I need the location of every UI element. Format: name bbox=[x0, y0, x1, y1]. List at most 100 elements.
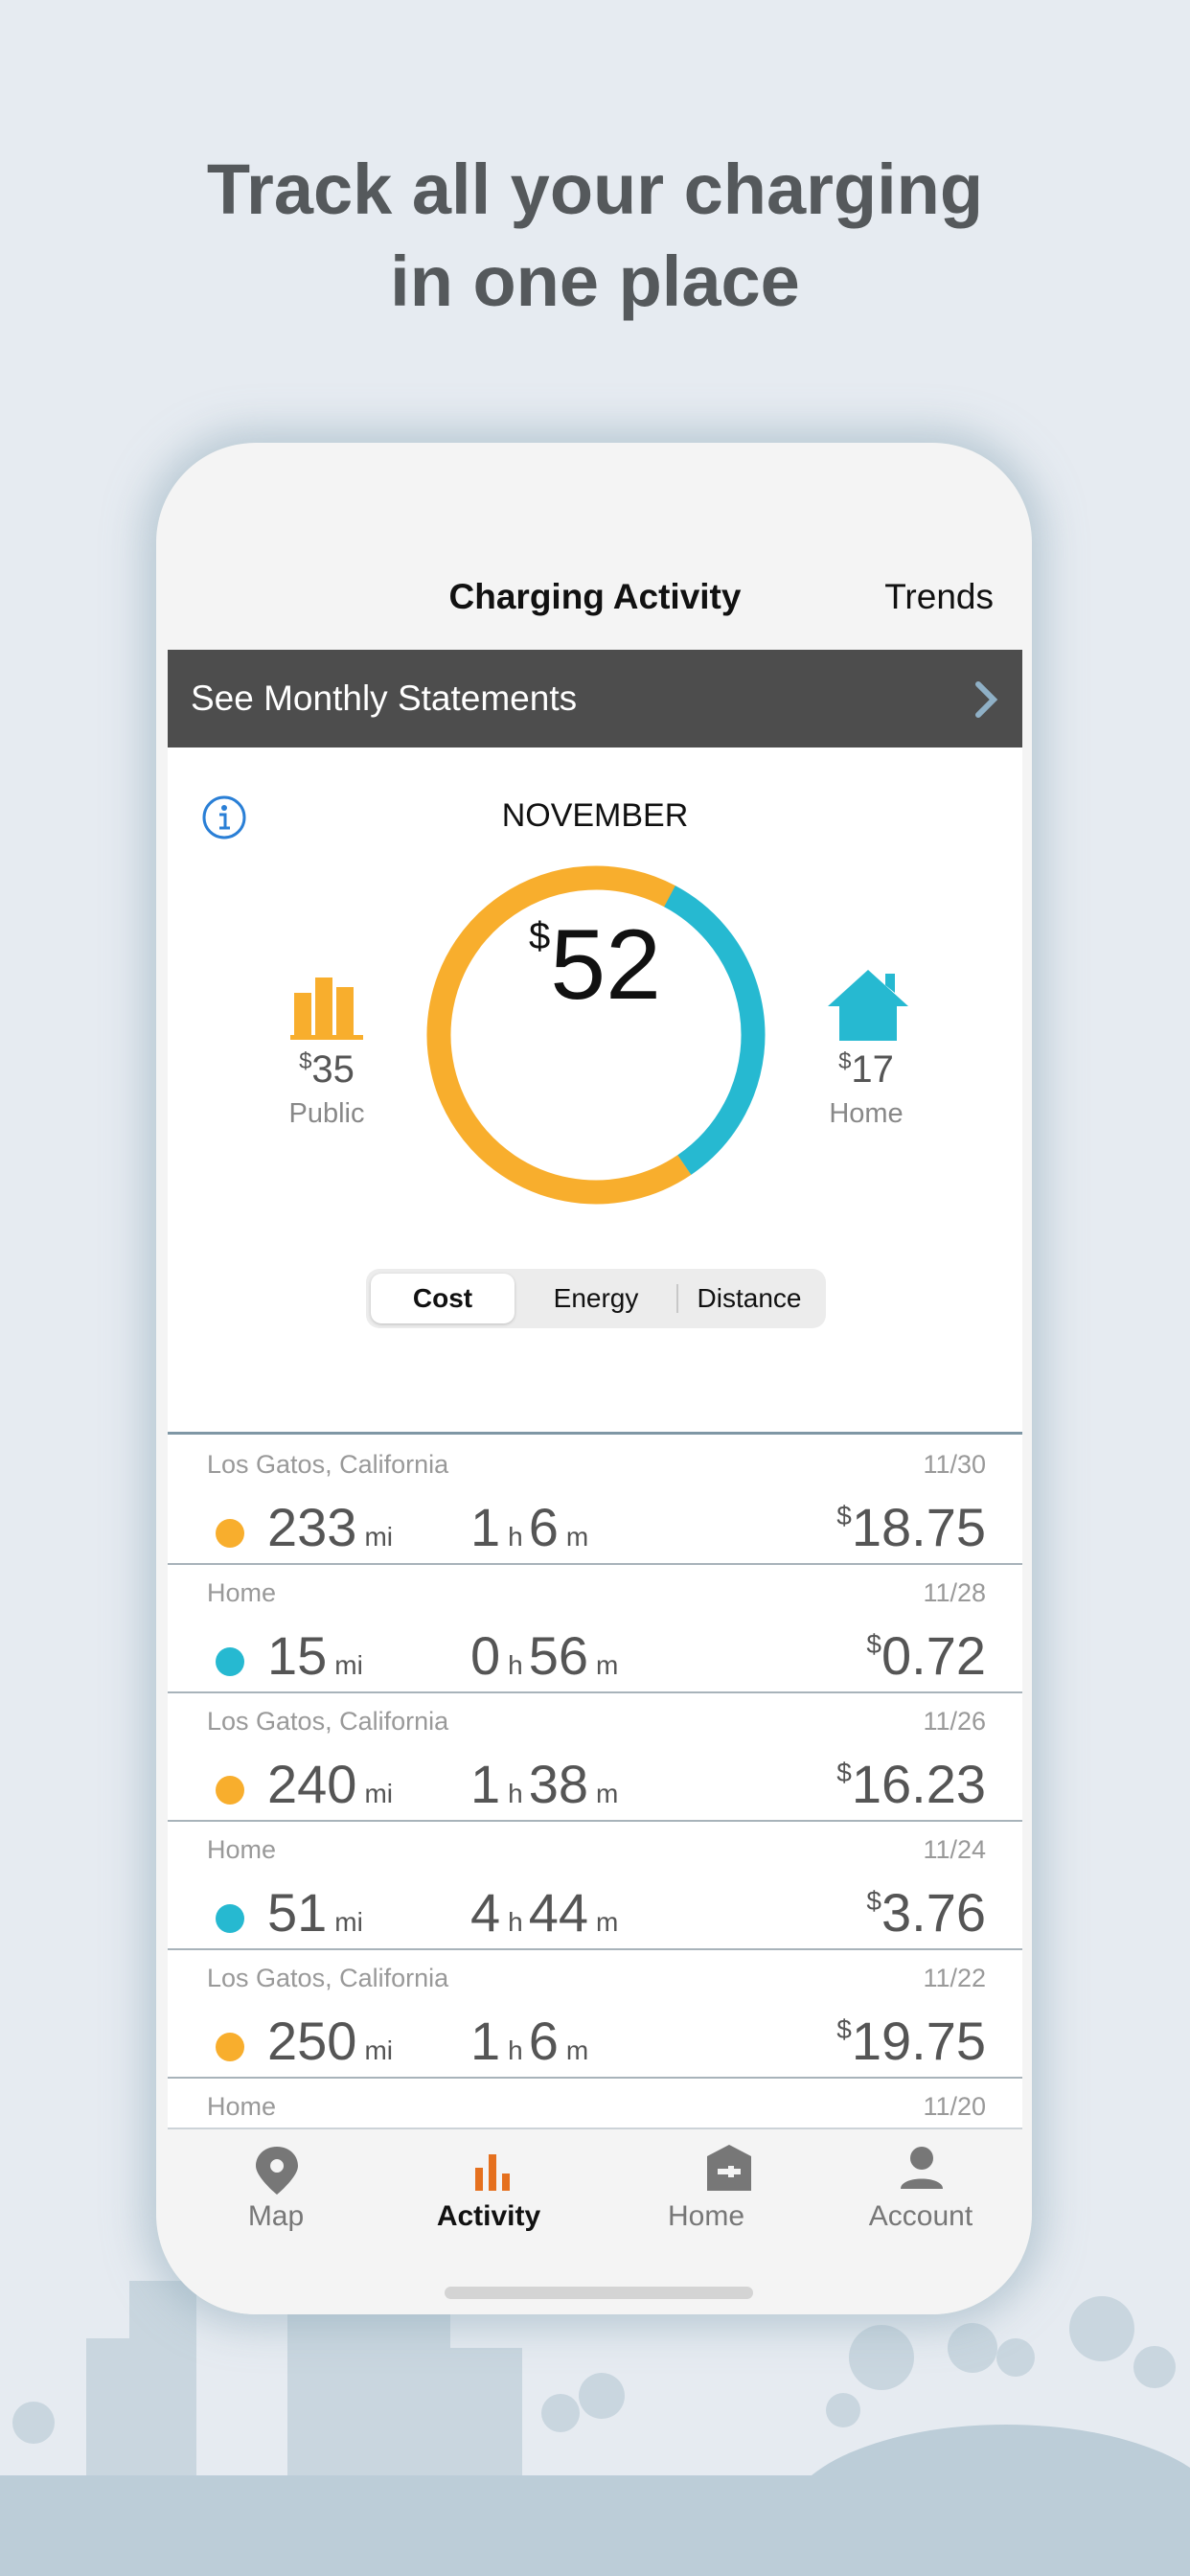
session-date: 11/30 bbox=[923, 1450, 986, 1479]
home-icon bbox=[828, 970, 908, 1041]
currency: $ bbox=[529, 915, 551, 957]
hours-value: 1 bbox=[470, 1754, 501, 1814]
session-location: Home bbox=[207, 1578, 277, 1607]
screen: Charging Activity Trends See Monthly Sta… bbox=[168, 443, 1022, 2314]
headline: Track all your charging in one place bbox=[0, 144, 1190, 328]
session-row[interactable]: Home 11/24 51 mi 4 h 44 m $3.76 bbox=[168, 1820, 1022, 1950]
donut bbox=[426, 865, 766, 1205]
segment[interactable]: Energy bbox=[553, 1283, 639, 1313]
hours-value: 1 bbox=[470, 2011, 501, 2071]
scenery bbox=[0, 2281, 1190, 2576]
public-label: Public bbox=[288, 1098, 365, 1129]
session-cost: $0.72 bbox=[866, 1624, 986, 1687]
amount: 17 bbox=[851, 1048, 894, 1091]
session-dot bbox=[216, 1904, 244, 1933]
session-row[interactable]: Home 11/20 bbox=[168, 2077, 1022, 2130]
minutes-unit: m bbox=[565, 1522, 589, 1552]
hours-value: 1 bbox=[470, 1497, 501, 1557]
segment[interactable]: Distance bbox=[697, 1283, 802, 1313]
distance-value: 15 bbox=[267, 1625, 328, 1686]
segment-divider bbox=[676, 1284, 678, 1313]
minutes-value: 56 bbox=[528, 1625, 589, 1686]
session-location: Los Gatos, California bbox=[207, 1450, 449, 1479]
session-row[interactable]: Los Gatos, California 11/26 240 mi 1 h 38 m $16.… bbox=[168, 1691, 1022, 1822]
tab-bar: Map Activity Home Account bbox=[168, 2128, 1022, 2314]
summary: NOVEMBER $52 $35 Public $17 Home Cost Ene… bbox=[168, 748, 1022, 1432]
session-distance: 233 mi bbox=[267, 1496, 399, 1558]
session-location: Home bbox=[207, 2092, 277, 2121]
hours-value: 4 bbox=[470, 1882, 501, 1943]
session-date: 11/24 bbox=[923, 1835, 986, 1864]
hours-unit: h bbox=[508, 1907, 523, 1937]
chevron bbox=[975, 681, 998, 718]
currency: $ bbox=[866, 1629, 881, 1659]
currency: $ bbox=[838, 1048, 852, 1074]
minutes-value: 6 bbox=[528, 1497, 559, 1557]
session-date: 11/22 bbox=[923, 1964, 986, 1992]
headline-line: Track all your charging bbox=[206, 150, 984, 229]
session-cost: $16.23 bbox=[836, 1753, 986, 1815]
distance-unit: mi bbox=[364, 1522, 393, 1552]
segmented-control: Cost Energy Distance bbox=[366, 1269, 826, 1328]
session-duration: 1 h 38 m bbox=[470, 1753, 624, 1815]
currency: $ bbox=[299, 1048, 312, 1074]
session-list: Los Gatos, California 11/30 233 mi 1 h 6 m $18.7… bbox=[168, 1432, 1022, 2130]
session-date: 11/28 bbox=[923, 1578, 986, 1607]
session-date: 11/26 bbox=[923, 1707, 986, 1736]
currency: $ bbox=[836, 1758, 852, 1787]
minutes-value: 44 bbox=[528, 1882, 589, 1943]
session-cost: $3.76 bbox=[866, 1881, 986, 1944]
tab-label[interactable]: Account bbox=[868, 2200, 973, 2232]
session-date: 11/20 bbox=[923, 2092, 986, 2121]
session-row[interactable]: Los Gatos, California 11/30 233 mi 1 h 6 m $18.7… bbox=[168, 1435, 1022, 1565]
cost-value: 16.23 bbox=[851, 1754, 986, 1814]
tab-label[interactable]: Map bbox=[247, 2200, 305, 2232]
distance-unit: mi bbox=[364, 1779, 393, 1808]
session-cost: $19.75 bbox=[836, 2010, 986, 2072]
hours-unit: h bbox=[508, 1779, 523, 1808]
minutes-unit: m bbox=[596, 1907, 619, 1937]
session-distance: 240 mi bbox=[267, 1753, 399, 1815]
currency: $ bbox=[866, 1886, 881, 1916]
tab-icons bbox=[256, 2145, 943, 2195]
cost-value: 3.76 bbox=[881, 1882, 986, 1943]
total: $52 bbox=[431, 908, 759, 1023]
month: NOVEMBER bbox=[501, 797, 689, 834]
home-label: Home bbox=[829, 1098, 904, 1129]
session-dot bbox=[216, 1776, 244, 1805]
minutes-unit: m bbox=[565, 2036, 589, 2065]
session-duration: 0 h 56 m bbox=[470, 1624, 624, 1687]
session-row[interactable]: Home 11/28 15 mi 0 h 56 m $0.72 bbox=[168, 1563, 1022, 1693]
session-row[interactable]: Los Gatos, California 11/22 250 mi 1 h 6 m $19.7… bbox=[168, 1948, 1022, 2079]
info-icon[interactable] bbox=[200, 794, 248, 841]
minutes-value: 38 bbox=[528, 1754, 589, 1814]
session-dot bbox=[216, 2033, 244, 2061]
phone: Charging Activity Trends See Monthly Sta… bbox=[156, 443, 1032, 2314]
currency: $ bbox=[836, 1501, 852, 1530]
tab-label[interactable]: Activity bbox=[436, 2200, 541, 2232]
home-amount: $17 bbox=[770, 1048, 962, 1092]
session-cost: $18.75 bbox=[836, 1496, 986, 1558]
total-amount: 52 bbox=[550, 909, 661, 1021]
session-distance: 250 mi bbox=[267, 2010, 399, 2072]
session-location: Los Gatos, California bbox=[207, 1707, 449, 1736]
session-duration: 4 h 44 m bbox=[470, 1881, 624, 1944]
nav-title: Charging Activity bbox=[448, 577, 742, 616]
minutes-value: 6 bbox=[528, 2011, 559, 2071]
hours-unit: h bbox=[508, 1522, 523, 1552]
minutes-unit: m bbox=[596, 1779, 619, 1808]
cost-value: 18.75 bbox=[851, 1497, 986, 1557]
statements-banner[interactable]: See Monthly Statements bbox=[168, 650, 1022, 748]
minutes-unit: m bbox=[596, 1650, 619, 1680]
trends-button[interactable]: Trends bbox=[884, 577, 994, 616]
distance-unit: mi bbox=[334, 1907, 363, 1937]
segment[interactable]: Cost bbox=[371, 1274, 515, 1323]
hours-unit: h bbox=[508, 2036, 523, 2065]
distance-value: 240 bbox=[267, 1754, 357, 1814]
tab-label[interactable]: Home bbox=[667, 2200, 745, 2232]
home-indicator bbox=[445, 2287, 753, 2299]
cost-value: 19.75 bbox=[851, 2011, 986, 2071]
